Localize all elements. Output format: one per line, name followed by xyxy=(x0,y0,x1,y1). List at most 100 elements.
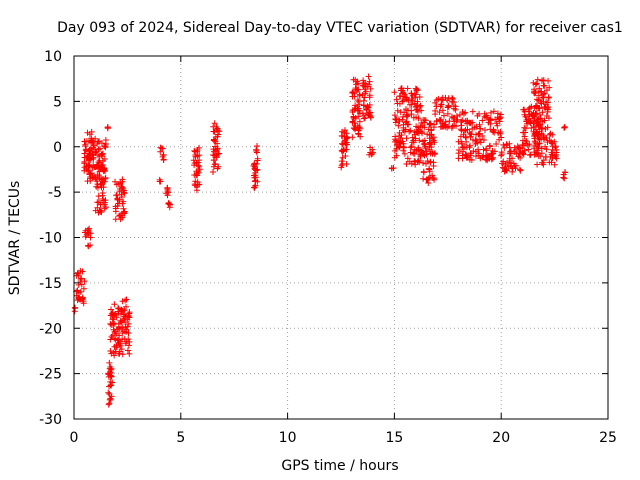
tick-layer xyxy=(73,55,609,420)
y-tick-label: -30 xyxy=(39,412,62,428)
data-point xyxy=(253,146,260,153)
data-point xyxy=(407,101,414,108)
data-point xyxy=(408,160,415,167)
data-point xyxy=(416,94,423,101)
data-point xyxy=(543,134,550,141)
data-point xyxy=(113,344,120,351)
data-point xyxy=(420,175,427,182)
data-point xyxy=(84,152,91,159)
x-axis-label: GPS time / hours xyxy=(281,458,398,474)
data-point xyxy=(397,109,404,116)
data-point xyxy=(539,94,546,101)
data-point xyxy=(469,125,476,132)
data-point xyxy=(110,314,117,321)
data-point xyxy=(391,154,398,161)
data-point xyxy=(342,140,349,147)
data-point xyxy=(493,140,500,147)
data-point xyxy=(214,127,221,134)
data-point xyxy=(355,86,362,93)
data-point xyxy=(412,161,419,168)
data-point xyxy=(196,163,203,170)
data-point xyxy=(165,189,172,196)
data-point xyxy=(213,123,220,130)
points-layer xyxy=(71,73,569,408)
y-tick-label: -25 xyxy=(39,367,62,383)
data-point xyxy=(356,118,363,125)
data-point xyxy=(438,96,445,103)
data-point xyxy=(396,118,403,125)
data-point xyxy=(352,114,359,121)
data-point xyxy=(403,161,410,168)
data-point xyxy=(536,112,543,119)
data-point xyxy=(519,148,526,155)
data-point xyxy=(115,305,122,312)
data-point xyxy=(100,157,107,164)
data-point xyxy=(403,135,410,142)
data-point xyxy=(541,103,548,110)
data-point xyxy=(463,151,470,158)
data-point xyxy=(349,134,356,141)
data-point xyxy=(119,330,126,337)
data-point xyxy=(123,303,130,310)
data-point xyxy=(120,205,127,212)
data-point xyxy=(426,166,433,173)
data-point xyxy=(428,139,435,146)
data-point xyxy=(87,230,94,237)
data-point xyxy=(102,168,109,175)
data-point xyxy=(90,151,97,158)
data-point xyxy=(530,89,537,96)
data-point xyxy=(365,104,372,111)
data-point xyxy=(81,158,88,165)
data-point xyxy=(113,181,120,188)
data-point xyxy=(401,144,408,151)
data-point xyxy=(102,144,109,151)
data-point xyxy=(420,160,427,167)
data-point xyxy=(436,109,443,116)
data-point xyxy=(533,126,540,133)
data-point xyxy=(453,123,460,130)
data-point xyxy=(95,209,102,216)
data-point xyxy=(341,133,348,140)
data-point xyxy=(449,96,456,103)
data-point xyxy=(520,151,527,158)
data-point xyxy=(553,155,560,162)
data-point xyxy=(492,116,499,123)
data-point xyxy=(109,309,116,316)
data-point xyxy=(538,159,545,166)
data-point xyxy=(464,118,471,125)
data-point xyxy=(500,141,507,148)
data-point xyxy=(365,73,372,80)
data-point xyxy=(114,192,121,199)
data-point xyxy=(157,144,164,151)
data-point xyxy=(561,124,568,131)
data-point xyxy=(370,149,377,156)
data-point xyxy=(93,178,100,185)
data-point xyxy=(479,154,486,161)
data-point xyxy=(397,135,404,142)
data-point xyxy=(369,146,376,153)
data-point xyxy=(533,80,540,87)
data-point xyxy=(339,154,346,161)
data-point xyxy=(473,138,480,145)
data-point xyxy=(349,119,356,126)
y-tick-label: -10 xyxy=(39,231,62,247)
data-point xyxy=(408,96,415,103)
data-point xyxy=(414,98,421,105)
data-point xyxy=(459,117,466,124)
data-point xyxy=(422,117,429,124)
data-point xyxy=(352,126,359,133)
data-point xyxy=(407,127,414,134)
data-point xyxy=(453,113,460,120)
data-point xyxy=(74,287,81,294)
data-point xyxy=(157,178,164,185)
data-point xyxy=(475,130,482,137)
data-point xyxy=(359,110,366,117)
data-point xyxy=(535,88,542,95)
data-point xyxy=(420,116,427,123)
data-point xyxy=(424,157,431,164)
data-point xyxy=(540,91,547,98)
data-point xyxy=(360,97,367,104)
data-point xyxy=(83,232,90,239)
data-point xyxy=(99,195,106,202)
